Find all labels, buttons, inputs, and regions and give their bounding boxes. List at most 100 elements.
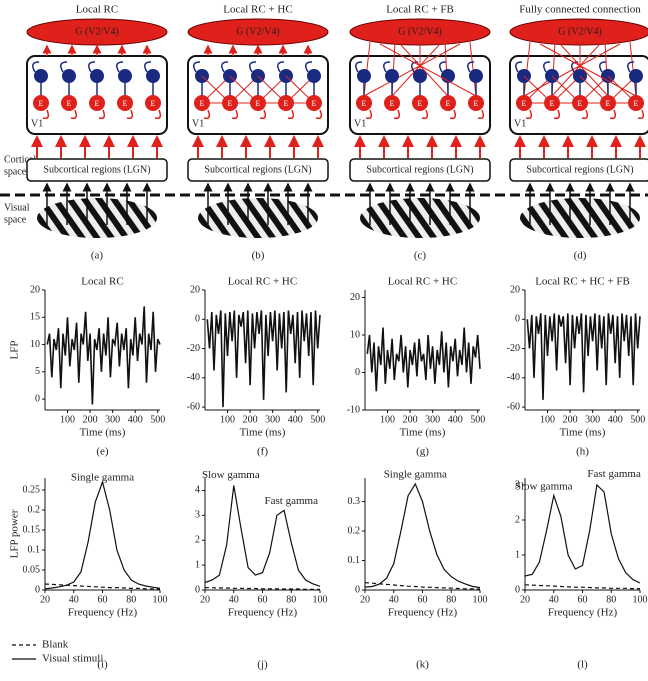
lgn-label: Subcortical regions (LGN) xyxy=(204,164,311,175)
diagram-title: Local RC xyxy=(76,4,118,16)
self-loop xyxy=(467,61,475,73)
neuron-label: E xyxy=(151,99,156,108)
series-line xyxy=(46,306,161,405)
x-tick-label: 100 xyxy=(313,594,328,605)
annotation: Slow gamma xyxy=(515,480,573,492)
y-tick-label: 0 xyxy=(195,314,200,325)
excitatory-neuron xyxy=(194,95,210,111)
x-axis-label: Frequency (Hz) xyxy=(228,607,298,619)
x-axis-label: Frequency (Hz) xyxy=(68,607,138,619)
y-tick-label: 4 xyxy=(195,485,200,496)
self-loop xyxy=(231,109,239,120)
x-tick-label: 500 xyxy=(310,414,325,425)
y-tick-label: 20 xyxy=(30,284,40,295)
self-loop xyxy=(525,109,533,120)
y-tick-label: 0.2 xyxy=(28,504,41,515)
panel-label: (b) xyxy=(252,250,265,262)
self-loop xyxy=(32,61,40,73)
y-tick-label: 0 xyxy=(355,367,360,378)
neuron-label: E xyxy=(256,99,261,108)
excitatory-neuron xyxy=(145,95,161,111)
self-loop xyxy=(365,109,373,120)
chart-title: Local RC xyxy=(81,276,123,288)
y-tick-label: 0.25 xyxy=(23,484,41,495)
y-tick-label: 0 xyxy=(35,584,40,595)
neuron-label: E xyxy=(390,99,395,108)
v1-label: V1 xyxy=(192,118,204,129)
chart-title: Local RC + HC xyxy=(228,276,297,288)
excitatory-neuron xyxy=(222,95,238,111)
y-tick-label: 1 xyxy=(195,559,200,570)
y-tick-label: 10 xyxy=(30,339,40,350)
self-loop xyxy=(287,109,295,120)
excitatory-neuron xyxy=(250,95,266,111)
diagram-title: Local RC + FB xyxy=(386,4,454,16)
panel-label: (j) xyxy=(257,659,268,671)
series-line xyxy=(364,582,481,590)
excitatory-neuron xyxy=(544,95,560,111)
neuron-label: E xyxy=(362,99,367,108)
excitatory-neuron xyxy=(516,95,532,111)
excitatory-neuron xyxy=(628,95,644,111)
y-tick-label: -60 xyxy=(507,401,520,412)
neuron-label: E xyxy=(200,99,205,108)
y-tick-label: 20 xyxy=(350,292,360,303)
x-tick-label: 40 xyxy=(389,594,399,605)
feedback-connection xyxy=(363,41,371,97)
panel-label: (e) xyxy=(96,446,109,458)
self-loop xyxy=(60,61,68,73)
self-loop xyxy=(126,109,134,120)
lgn-label: Subcortical regions (LGN) xyxy=(366,164,473,175)
panel-label: (k) xyxy=(416,659,429,671)
neuron-label: E xyxy=(474,99,479,108)
y-tick-label: 0.05 xyxy=(23,564,41,575)
y-axis-label: LFP power xyxy=(9,509,21,558)
excitatory-neuron xyxy=(306,95,322,111)
y-axis-label: LFP xyxy=(9,341,21,360)
self-loop xyxy=(315,109,323,120)
neuron-label: E xyxy=(522,99,527,108)
self-loop xyxy=(249,61,257,73)
feedback-connection xyxy=(399,43,449,97)
side-label: Cortical xyxy=(4,154,36,165)
neuron-label: E xyxy=(578,99,583,108)
self-loop xyxy=(421,109,429,120)
neuron-label: E xyxy=(634,99,639,108)
y-tick-label: 0.2 xyxy=(348,525,361,536)
panel-label: (a) xyxy=(91,250,104,262)
excitatory-neuron xyxy=(572,95,588,111)
annotation: Fast gamma xyxy=(587,468,641,480)
inhibitory-neuron xyxy=(413,69,427,83)
y-tick-label: 0.1 xyxy=(28,544,41,555)
excitatory-neuron xyxy=(600,95,616,111)
self-loop xyxy=(355,61,363,73)
x-tick-label: 100 xyxy=(153,594,168,605)
x-tick-label: 80 xyxy=(126,594,136,605)
excitatory-neuron xyxy=(440,95,456,111)
feedback-connection xyxy=(523,41,531,97)
g-label: G (V2/V4) xyxy=(398,26,442,37)
y-tick-label: 0 xyxy=(35,393,40,404)
x-tick-label: 500 xyxy=(630,414,645,425)
diagram-title: Local RC + HC xyxy=(223,4,292,16)
excitatory-neuron xyxy=(278,95,294,111)
lgn-box xyxy=(187,158,329,182)
neuron-label: E xyxy=(418,99,423,108)
self-loop xyxy=(627,61,635,73)
self-loop xyxy=(477,109,485,120)
y-tick-label: 5 xyxy=(35,366,40,377)
panel-label: (g) xyxy=(416,446,429,458)
x-tick-label: 100 xyxy=(633,594,648,605)
series-line xyxy=(44,583,161,590)
y-tick-label: 0.1 xyxy=(348,555,361,566)
self-loop xyxy=(393,109,401,120)
panel-label: (l) xyxy=(577,659,588,671)
chart-title: Local RC + HC xyxy=(388,276,457,288)
inhibitory-neuron xyxy=(385,69,399,83)
self-loop xyxy=(449,109,457,120)
neuron-label: E xyxy=(228,99,233,108)
self-loop xyxy=(98,109,106,120)
excitatory-neuron xyxy=(33,95,49,111)
x-tick-label: 300 xyxy=(585,414,600,425)
x-tick-label: 300 xyxy=(105,414,120,425)
